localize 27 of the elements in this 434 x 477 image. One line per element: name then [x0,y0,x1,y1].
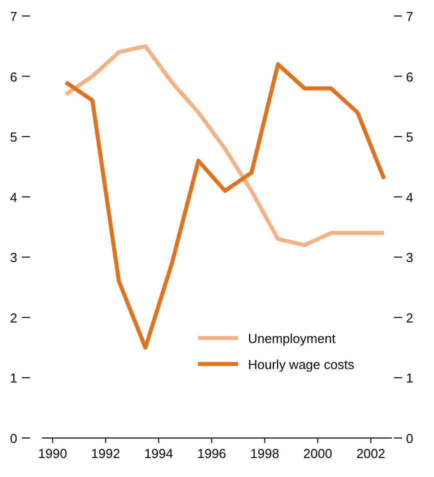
y-tick-label: 4 [10,190,18,205]
line-series [64,62,386,350]
x-tick-label: 1990 [38,446,68,461]
y2-tick-label: 5 [406,130,414,145]
x-tick-label: 1996 [197,446,226,461]
y2-tick-label: 7 [406,9,414,24]
y-tick-label: 7 [10,9,18,24]
y-tick-label: 5 [10,130,18,145]
x-tick-label: 1992 [91,446,120,461]
legend-label: Hourly wage costs [248,357,355,372]
y2-tick-label: 0 [406,431,414,446]
line-series [64,44,386,248]
y2-tick-label: 6 [406,69,414,84]
y2-tick-label: 3 [406,250,414,266]
y-tick-label: 3 [10,250,18,266]
x-tick-label: 1994 [144,446,174,461]
x-tick-label: 1998 [250,446,280,461]
y-tick-label: 2 [10,310,18,326]
y2-tick-label: 2 [406,310,414,326]
y2-tick-label: 4 [406,190,414,205]
x-tick-label: 2000 [303,446,332,461]
y-tick-label: 6 [10,69,18,84]
legend-label: Unemployment [248,331,336,346]
x-tick-label: 2002 [356,446,386,461]
y-tick-label: 0 [10,431,18,446]
y-tick-label: 1 [10,370,18,386]
y2-tick-label: 1 [406,370,414,386]
